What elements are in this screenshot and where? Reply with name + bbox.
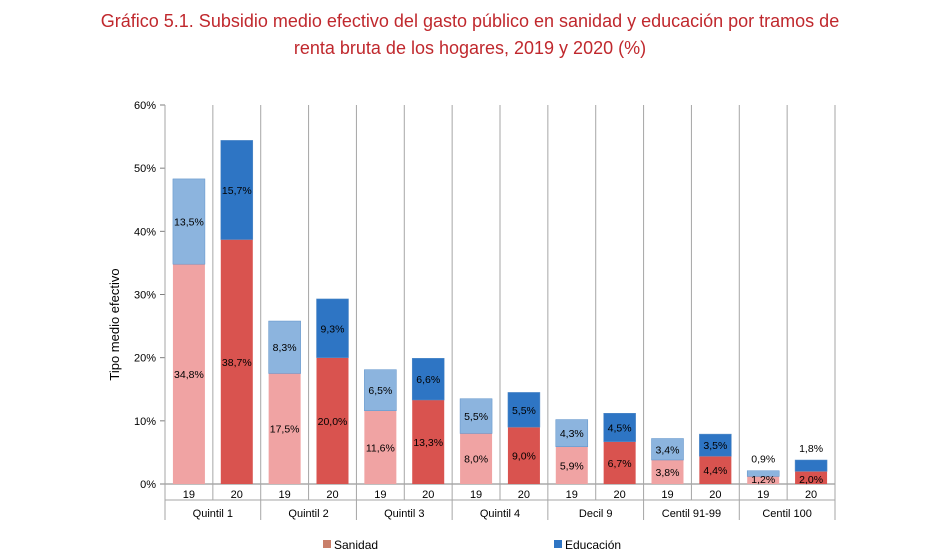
year-tick-label: 19 <box>183 489 195 501</box>
data-label-sanidad: 2,0% <box>799 474 823 486</box>
bar-educacion <box>411 358 445 401</box>
data-label-educacion: 3,4% <box>656 444 680 456</box>
bar-sanidad <box>316 357 349 484</box>
bar-sanidad <box>699 456 732 484</box>
data-label-sanidad: 11,6% <box>366 442 395 454</box>
bar-sanidad <box>268 373 301 484</box>
group-label: Decil 9 <box>579 508 613 520</box>
chart-title: Gráfico 5.1. Subsidio medio efectivo del… <box>0 8 940 62</box>
bar-educacion <box>172 178 206 265</box>
data-label-educacion: 4,3% <box>560 428 584 440</box>
legend-swatch-sanidad <box>323 540 331 548</box>
chart-title-line-2: renta bruta de los hogares, 2019 y 2020 … <box>293 38 647 58</box>
bar-sanidad <box>460 433 493 484</box>
bar-sanidad <box>364 410 397 484</box>
year-tick-label: 20 <box>422 489 434 501</box>
data-label-sanidad: 5,9% <box>560 460 584 472</box>
group-label: Quintil 4 <box>480 508 520 520</box>
bar-sanidad <box>220 239 253 484</box>
year-tick-label: 20 <box>709 489 721 501</box>
data-label-educacion: 0,9% <box>751 454 775 466</box>
year-tick-label: 19 <box>374 489 386 501</box>
data-label-educacion: 4,5% <box>608 422 632 434</box>
year-tick-label: 20 <box>326 489 338 501</box>
y-tick-label: 30% <box>134 290 156 302</box>
year-tick-label: 19 <box>470 489 482 501</box>
year-tick-label: 20 <box>614 489 626 501</box>
legend-swatch-educacion <box>554 540 562 548</box>
data-label-sanidad: 38,7% <box>222 357 252 369</box>
data-label-educacion: 15,7% <box>222 185 252 197</box>
group-label: Centil 91-99 <box>662 508 721 520</box>
data-label-sanidad: 8,0% <box>464 454 488 466</box>
bar-educacion <box>555 419 589 447</box>
bar-educacion <box>268 320 301 374</box>
data-label-sanidad: 9,0% <box>512 451 536 463</box>
data-label-educacion: 6,5% <box>368 385 392 397</box>
data-label-sanidad: 6,7% <box>608 458 632 470</box>
y-tick-label: 20% <box>134 353 156 365</box>
chart-title-line-1: Gráfico 5.1. Subsidio medio efectivo del… <box>100 11 840 31</box>
chart-data-labels: 34,8% 13,5% 38,7% 15,7% 17,5% 8,3% 20,0% 9,3% 11… <box>174 185 823 486</box>
chart-axes: 0% 10% 20% 30% 40% 50% 60% Tipo medio efectivo Q… <box>107 100 836 520</box>
bar-educacion <box>507 392 541 428</box>
y-tick-label: 40% <box>134 226 156 238</box>
bar-sanidad <box>651 459 684 484</box>
bar-educacion <box>603 413 636 442</box>
bar-educacion <box>746 470 780 477</box>
bar-sanidad <box>412 399 445 484</box>
bar-sanidad <box>603 441 636 484</box>
year-tick-label: 19 <box>757 489 769 501</box>
y-tick-label: 10% <box>134 416 156 428</box>
data-label-educacion: 5,5% <box>464 411 488 423</box>
data-label-educacion: 6,6% <box>416 374 440 386</box>
year-tick-label: 20 <box>231 489 243 501</box>
legend-label-sanidad: Sanidad <box>334 538 378 552</box>
legend-label-educacion: Educación <box>565 538 621 552</box>
bar-educacion <box>316 298 349 358</box>
y-axis-title: Tipo medio efectivo <box>107 268 122 380</box>
data-label-sanidad: 13,3% <box>413 437 443 449</box>
bar-educacion <box>364 369 397 411</box>
year-tick-label: 19 <box>279 489 291 501</box>
group-label: Centil 100 <box>762 508 812 520</box>
year-tick-label: 20 <box>518 489 530 501</box>
y-tick-label: 0% <box>140 479 156 491</box>
group-label: Quintil 2 <box>288 508 328 520</box>
data-label-educacion: 3,5% <box>703 440 727 452</box>
bar-educacion <box>651 438 684 461</box>
bar-sanidad <box>172 264 205 484</box>
data-label-educacion: 1,8% <box>799 443 823 455</box>
year-tick-label: 19 <box>566 489 578 501</box>
y-tick-label: 50% <box>134 163 156 175</box>
data-label-sanidad: 4,4% <box>703 465 727 477</box>
data-label-educacion: 13,5% <box>174 217 204 229</box>
y-tick-label: 60% <box>134 100 156 112</box>
data-label-sanidad: 3,8% <box>656 467 680 479</box>
data-label-sanidad: 17,5% <box>270 424 300 436</box>
data-label-sanidad: 34,8% <box>174 369 204 381</box>
data-label-educacion: 9,3% <box>321 323 345 335</box>
data-label-educacion: 5,5% <box>512 405 536 417</box>
bar-educacion <box>459 398 493 434</box>
data-label-educacion: 8,3% <box>273 342 297 354</box>
bar-educacion <box>794 459 828 472</box>
bar-sanidad <box>555 446 588 484</box>
data-label-sanidad: 1,2% <box>751 474 775 486</box>
bar-sanidad <box>747 476 780 484</box>
group-label: Quintil 3 <box>384 508 424 520</box>
bar-sanidad <box>507 427 540 484</box>
chart-bars <box>172 140 828 484</box>
year-tick-label: 19 <box>661 489 673 501</box>
bar-sanidad <box>795 471 828 484</box>
bar-educacion <box>220 140 254 240</box>
chart-legend: Sanidad Educación <box>323 538 621 552</box>
bar-educacion <box>699 433 732 457</box>
data-label-sanidad: 20,0% <box>318 416 348 428</box>
year-tick-label: 20 <box>805 489 817 501</box>
group-label: Quintil 1 <box>193 508 233 520</box>
